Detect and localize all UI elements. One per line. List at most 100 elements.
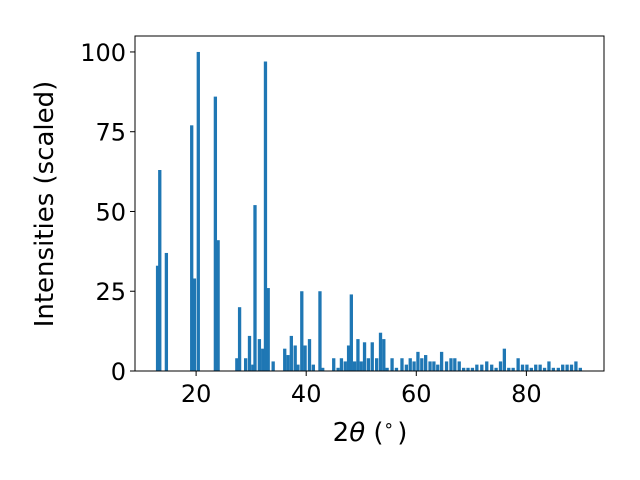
bar (534, 364, 538, 371)
bar (502, 348, 507, 371)
bar (362, 342, 367, 371)
x-tick-label: 60 (401, 380, 432, 408)
bar (432, 361, 436, 371)
bar (356, 339, 360, 371)
bar (155, 265, 160, 371)
bar (412, 361, 416, 371)
bar (378, 332, 383, 371)
y-tick-label: 0 (111, 358, 126, 386)
x-axis-label: 2θ (∘) (333, 416, 408, 448)
bar (436, 364, 440, 371)
bar (525, 364, 529, 371)
bar (266, 288, 270, 371)
bar (336, 367, 340, 371)
bar (251, 364, 255, 371)
bar (261, 348, 265, 371)
bar (332, 358, 336, 371)
y-tick-label: 100 (80, 39, 126, 67)
bar (494, 367, 498, 371)
bar (349, 294, 353, 371)
bar (385, 367, 389, 371)
bar (439, 351, 444, 371)
bar (444, 361, 449, 371)
x-tick-label: 20 (181, 380, 212, 408)
bar (574, 361, 578, 371)
bar (311, 364, 315, 371)
bar (216, 240, 220, 371)
bar (424, 355, 428, 371)
bar (253, 205, 257, 371)
bar (520, 364, 525, 371)
bar (257, 339, 262, 371)
bar (303, 345, 307, 371)
bar (490, 364, 494, 371)
y-tick-label: 50 (95, 198, 126, 226)
y-tick-label: 75 (95, 119, 126, 147)
bar (498, 361, 503, 371)
bar (192, 278, 197, 371)
bar (352, 361, 357, 371)
bar (283, 348, 287, 371)
bar (470, 367, 475, 371)
bar (428, 361, 432, 371)
x-tick-label: 80 (511, 380, 542, 408)
bar (237, 307, 242, 371)
bar (561, 364, 565, 371)
bar (394, 367, 399, 371)
plot-frame (134, 35, 605, 372)
bar (286, 355, 290, 371)
bar (542, 367, 547, 371)
x-axis-ticks: 20 40 60 80 (181, 371, 542, 408)
bar (366, 358, 371, 371)
bar (556, 367, 560, 371)
bar (507, 367, 511, 371)
bar (390, 358, 394, 371)
bar (158, 170, 162, 371)
bar (243, 358, 248, 371)
bar (511, 367, 515, 371)
bar (420, 358, 424, 371)
bar (475, 364, 479, 371)
bar (321, 367, 325, 371)
y-axis-ticks: 0 25 50 75 100 (80, 39, 135, 386)
bar (289, 335, 293, 371)
bar (485, 361, 489, 371)
bar (382, 339, 386, 371)
bar (400, 358, 404, 371)
bar (339, 358, 344, 371)
bar (466, 367, 470, 371)
bar (565, 364, 569, 371)
y-axis-label: Intensities (scaled) (30, 81, 60, 328)
bar (346, 345, 351, 371)
bar (318, 291, 322, 371)
bar (569, 364, 574, 371)
bar (551, 367, 556, 371)
bar (271, 361, 275, 371)
bar (516, 358, 520, 371)
bar (247, 335, 252, 371)
bar (578, 367, 582, 371)
bar (359, 361, 363, 371)
bar (408, 358, 412, 371)
bar (164, 252, 169, 371)
x-tick-label: 40 (291, 380, 322, 408)
bar (307, 339, 312, 371)
bar (449, 358, 453, 371)
bar (480, 364, 484, 371)
bar (538, 364, 542, 371)
bar (196, 51, 200, 371)
bar-series (155, 51, 582, 372)
bar (404, 364, 409, 371)
bar (190, 125, 194, 371)
y-tick-label: 25 (95, 278, 126, 306)
bar (416, 351, 420, 371)
bar (370, 342, 374, 371)
bar (293, 345, 297, 371)
bar (457, 361, 461, 371)
bar (263, 61, 268, 372)
bar (235, 358, 239, 371)
bar (213, 96, 218, 372)
bar (300, 291, 304, 371)
